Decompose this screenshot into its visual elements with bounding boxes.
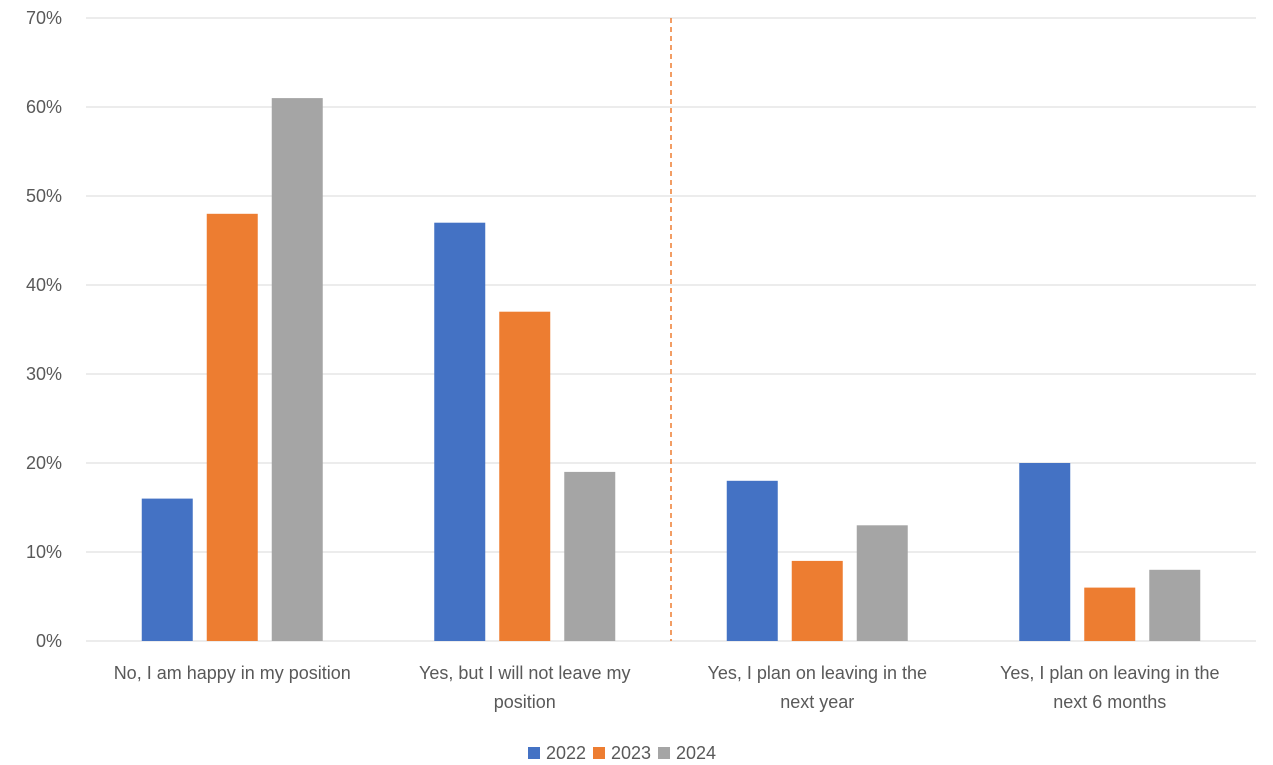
category-label: position xyxy=(494,692,556,712)
bar-2024-cat1 xyxy=(272,98,323,641)
category-label: Yes, but I will not leave my xyxy=(419,663,630,683)
category-label: next 6 months xyxy=(1053,692,1166,712)
bar-2023-cat3 xyxy=(792,561,843,641)
y-axis-tick-labels: 0% 10% 20% 30% 40% 50% 60% 70% xyxy=(26,8,62,651)
bar-2023-cat2 xyxy=(499,312,550,641)
y-tick-label: 30% xyxy=(26,364,62,384)
y-tick-label: 0% xyxy=(36,631,62,651)
bar-2022-cat4 xyxy=(1019,463,1070,641)
bar-2024-cat4 xyxy=(1149,570,1200,641)
y-tick-label: 40% xyxy=(26,275,62,295)
bar-2022-cat1 xyxy=(142,499,193,641)
legend-label-2023: 2023 xyxy=(611,743,651,763)
y-tick-label: 10% xyxy=(26,542,62,562)
y-tick-label: 60% xyxy=(26,97,62,117)
bar-2022-cat3 xyxy=(727,481,778,641)
category-label: No, I am happy in my position xyxy=(114,663,351,683)
category-label: Yes, I plan on leaving in the xyxy=(1000,663,1220,683)
y-tick-label: 50% xyxy=(26,186,62,206)
y-tick-label: 20% xyxy=(26,453,62,473)
bar-2024-cat3 xyxy=(857,525,908,641)
category-label: next year xyxy=(780,692,854,712)
bar-2023-cat4 xyxy=(1084,588,1135,641)
bar-2023-cat1 xyxy=(207,214,258,641)
category-label: Yes, I plan on leaving in the xyxy=(708,663,928,683)
legend-swatch-2022 xyxy=(528,747,540,759)
x-axis-category-labels: No, I am happy in my position Yes, but I … xyxy=(114,663,1220,712)
bar-2022-cat2 xyxy=(434,223,485,641)
y-tick-label: 70% xyxy=(26,8,62,28)
legend-label-2022: 2022 xyxy=(546,743,586,763)
legend-swatch-2024 xyxy=(658,747,670,759)
legend-swatch-2023 xyxy=(593,747,605,759)
legend: 2022 2023 2024 xyxy=(528,743,716,763)
bar-2024-cat2 xyxy=(564,472,615,641)
legend-label-2024: 2024 xyxy=(676,743,716,763)
